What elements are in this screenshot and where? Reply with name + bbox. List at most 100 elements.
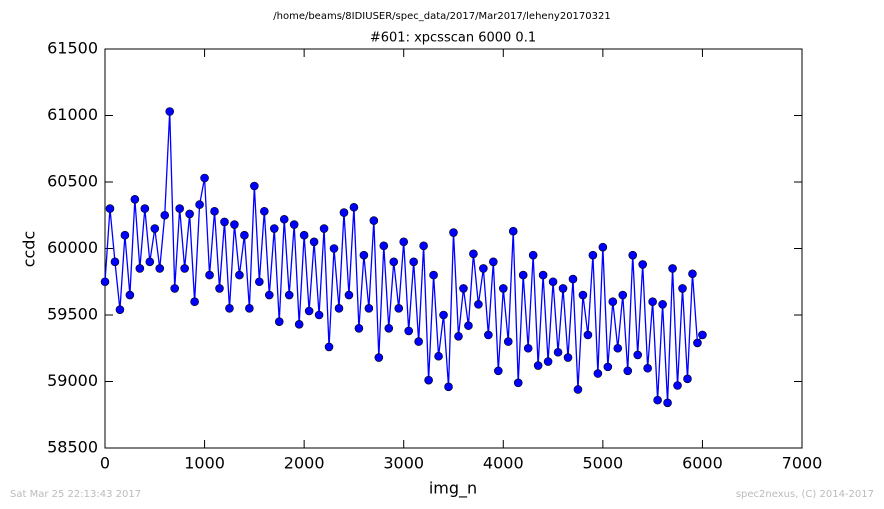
- data-point: [324, 342, 334, 352]
- data-point: [329, 244, 339, 253]
- data-point: [110, 257, 120, 267]
- data-point: [170, 284, 179, 293]
- y-tick-label: 59500: [47, 305, 98, 324]
- data-point: [633, 350, 643, 360]
- data-point: [444, 382, 453, 392]
- data-point: [494, 366, 503, 376]
- data-point: [160, 210, 170, 220]
- data-point: [588, 250, 598, 260]
- data-point: [454, 331, 463, 341]
- data-point: [688, 269, 697, 279]
- data-point: [503, 337, 513, 346]
- footer-right: spec2nexus, (C) 2014-2017: [736, 489, 874, 500]
- data-point: [449, 228, 458, 237]
- data-point: [369, 216, 379, 225]
- data-point: [648, 297, 657, 307]
- data-point: [603, 362, 613, 372]
- data-point: [548, 277, 558, 287]
- data-point: [215, 284, 224, 293]
- data-point: [419, 241, 428, 251]
- data-point: [678, 284, 687, 293]
- data-point: [359, 250, 369, 260]
- y-axis-label: ccdc: [20, 231, 39, 268]
- data-point: [618, 290, 628, 300]
- data-point: [553, 347, 563, 357]
- data-point: [414, 337, 423, 346]
- data-point: [105, 204, 115, 213]
- data-point: [115, 305, 125, 314]
- data-point: [598, 242, 608, 252]
- data-point: [245, 304, 254, 313]
- data-point: [429, 270, 438, 280]
- plot-frame: [104, 48, 803, 449]
- data-point: [120, 230, 130, 240]
- x-tick-label: 5000: [582, 454, 623, 473]
- data-point: [349, 202, 359, 212]
- y-tick-label: 60000: [47, 238, 98, 257]
- data-point: [374, 353, 384, 362]
- data-point: [464, 321, 473, 330]
- y-tick-label: 61000: [47, 105, 98, 124]
- data-point: [230, 220, 239, 229]
- data-point: [150, 224, 160, 233]
- chart-title: /home/beams/8IDIUSER/spec_data/2017/Mar2…: [273, 11, 610, 22]
- data-point: [190, 297, 199, 307]
- data-point: [533, 361, 543, 370]
- x-tick-label: 3000: [383, 454, 424, 473]
- data-point: [260, 206, 269, 216]
- data-point: [389, 257, 399, 267]
- data-point: [140, 204, 150, 213]
- data-point: [563, 353, 573, 362]
- x-tick-label: 6000: [682, 454, 723, 473]
- data-point: [165, 107, 175, 116]
- data-point: [145, 257, 155, 267]
- x-tick-label: 7000: [782, 454, 823, 473]
- data-point: [334, 304, 344, 313]
- data-point: [135, 264, 145, 273]
- y-tick-label: 58500: [47, 438, 98, 457]
- data-point: [513, 378, 523, 388]
- data-point: [175, 204, 184, 213]
- data-point: [558, 284, 568, 293]
- data-point: [225, 304, 234, 313]
- data-point: [573, 385, 583, 394]
- data-point: [240, 230, 249, 240]
- chart-subtitle: #601: xpcsscan 6000 0.1: [370, 31, 536, 46]
- data-point: [518, 270, 528, 280]
- data-point: [613, 343, 623, 353]
- data-point: [683, 374, 692, 384]
- data-point: [255, 277, 264, 287]
- data-point: [673, 381, 682, 390]
- data-point: [479, 264, 488, 273]
- data-point: [424, 375, 433, 385]
- data-point: [195, 200, 204, 209]
- data-point: [498, 284, 508, 293]
- data-point: [299, 230, 309, 240]
- data-point: [693, 338, 702, 348]
- x-tick-label: 2000: [284, 454, 325, 473]
- data-point: [130, 194, 140, 204]
- data-point: [304, 306, 314, 316]
- data-point: [284, 290, 294, 300]
- data-point: [658, 300, 667, 309]
- data-point: [434, 351, 443, 361]
- y-tick-label: 61500: [47, 39, 98, 58]
- data-point: [379, 241, 389, 251]
- data-point: [185, 209, 194, 219]
- data-point: [638, 260, 647, 269]
- data-point: [309, 237, 319, 247]
- data-point: [394, 304, 404, 313]
- data-point: [274, 317, 284, 326]
- data-point: [469, 249, 478, 259]
- data-point: [155, 264, 165, 273]
- data-point: [508, 226, 518, 236]
- data-point: [264, 290, 274, 300]
- data-point: [568, 274, 578, 284]
- data-point: [399, 237, 409, 247]
- data-point: [668, 264, 677, 273]
- data-point: [279, 214, 289, 224]
- data-point: [205, 270, 214, 280]
- data-point: [459, 284, 468, 293]
- footer-left: Sat Mar 25 22:13:43 2017: [10, 489, 141, 500]
